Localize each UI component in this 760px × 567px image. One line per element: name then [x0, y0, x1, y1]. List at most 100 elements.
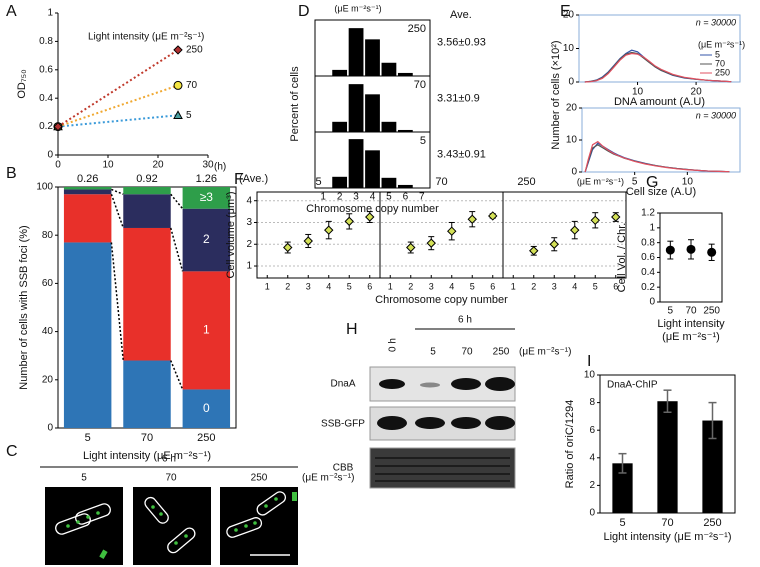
- x-tick-label: 70: [661, 517, 673, 529]
- facet-label: 5: [315, 176, 321, 188]
- y-tick-label: 0.8: [641, 237, 655, 248]
- panel-letter: C: [6, 443, 18, 460]
- y-tick-label: 8: [589, 397, 595, 408]
- y-tick-label: 0.4: [39, 93, 53, 104]
- x-tick-label: 2: [408, 281, 413, 291]
- y-axis-label: OD₇₅₀: [16, 69, 28, 98]
- marker: [303, 236, 313, 246]
- annotation: 3.31±0.9: [437, 92, 480, 104]
- y-tick-label: 1.2: [641, 208, 655, 219]
- marker: [611, 212, 621, 222]
- connector: [110, 242, 125, 361]
- facet-label: 250: [517, 176, 535, 188]
- legend-title: (μE m⁻²s⁻¹): [698, 39, 745, 49]
- segment-label: 0: [203, 401, 210, 415]
- y-tick-label: 0.6: [39, 64, 53, 75]
- connector: [111, 188, 124, 195]
- bar: [397, 129, 413, 132]
- x-axis-unit: (μE m⁻²s⁻¹): [662, 331, 720, 343]
- y-axis-label: Cell volume (μm³): [225, 191, 237, 278]
- condition-label: 250: [251, 473, 268, 484]
- x-axis-label: Light intensity: [657, 318, 725, 330]
- bar: [332, 176, 348, 188]
- marker: [406, 242, 416, 253]
- x-tick-label: 10: [102, 160, 114, 171]
- time-label: 0 h: [388, 338, 399, 352]
- blot-panel: 0 h 6 h 5 70 250 (μE m⁻²s⁻¹) DnaA SSB-GF…: [321, 315, 571, 489]
- x-tick-label: 5: [668, 306, 674, 317]
- legend-label: 250: [715, 67, 730, 77]
- x-axis-label: DNA amount (A.U): [614, 96, 705, 108]
- time-label: 6 h: [162, 454, 176, 465]
- panel-letter: B: [6, 165, 17, 182]
- y-tick-label: 60: [42, 278, 54, 289]
- bar-segment: [123, 187, 171, 195]
- marker: [173, 45, 183, 55]
- microscopy-panel: 6 h 5 70 250 (μE m⁻²s⁻¹): [40, 454, 354, 565]
- bar: [365, 39, 380, 76]
- blot-strip: [369, 447, 516, 489]
- bar: [332, 121, 348, 132]
- y-axis-label: Number of cells with SSB foci (%): [18, 225, 30, 389]
- facet-label: 70: [435, 176, 447, 188]
- x-tick-label: 4: [370, 192, 376, 203]
- average-label: 0.92: [136, 173, 157, 185]
- averages-label: (Ave.): [239, 173, 268, 185]
- y-tick-label: 10: [563, 43, 575, 54]
- y-tick-label: 1: [246, 261, 252, 272]
- marker: [173, 110, 183, 119]
- annotation-header: Ave.: [450, 9, 472, 21]
- x-tick-label: 5: [85, 432, 91, 444]
- condition-label: 70: [165, 473, 177, 484]
- y-tick-label: 40: [42, 326, 54, 337]
- x-tick-label: 6: [613, 281, 618, 291]
- y-tick-label: 100: [36, 182, 53, 193]
- y-tick-label: 0: [571, 167, 577, 178]
- plot-frame: [502, 191, 627, 279]
- point: [665, 245, 675, 255]
- y-tick-label: 0: [47, 150, 53, 161]
- y-tick-label: 0: [649, 297, 655, 308]
- x-tick-label: 3: [306, 281, 311, 291]
- series-label: 250: [186, 45, 203, 56]
- x-tick-label: 1: [388, 281, 393, 291]
- x-tick-label: 5: [470, 281, 475, 291]
- legend-title: Light intensity (μE m⁻²s⁻¹): [88, 32, 204, 43]
- bar: [657, 401, 678, 513]
- bar-segment: [182, 187, 231, 209]
- bar-segment: [182, 208, 231, 272]
- x-axis-label: Chromosome copy number: [306, 203, 439, 215]
- marker: [549, 239, 559, 249]
- y-tick-label: 1: [649, 222, 655, 233]
- x-tick-label: 30: [202, 160, 214, 171]
- x-tick-label: 250: [703, 306, 720, 317]
- y-tick-label: 2: [589, 480, 595, 491]
- bar-segment: [123, 227, 171, 361]
- bar-segment: [123, 360, 171, 428]
- y-tick-label: 10: [566, 135, 578, 146]
- y-axis-label: Number of cells (×10²): [550, 40, 562, 149]
- bar: [365, 94, 380, 132]
- y-tick-label: 0: [47, 423, 53, 434]
- series-line: [584, 142, 730, 173]
- unit-label: (μE m⁻²s⁻¹): [334, 3, 381, 13]
- x-tick-label: 2: [285, 281, 290, 291]
- y-axis-label: Percent of cells: [289, 66, 301, 142]
- y-tick-label: 3: [246, 217, 252, 228]
- marker: [173, 80, 183, 90]
- bar: [348, 139, 364, 188]
- marker: [488, 211, 498, 221]
- x-tick-label: 20: [152, 160, 164, 171]
- y-tick-label: 80: [42, 230, 54, 241]
- condition-label: 5: [81, 473, 87, 484]
- x-tick-label: 5: [593, 281, 598, 291]
- segment-label: 2: [203, 232, 210, 246]
- point: [686, 244, 696, 254]
- unit-label: (μE m⁻²s⁻¹): [302, 473, 354, 484]
- y-tick-label: 20: [42, 374, 54, 385]
- y-axis-label: Cell Vol. / Chr.: [616, 223, 628, 293]
- cbb-bands: [375, 457, 510, 482]
- connector: [170, 360, 184, 390]
- series-label: 5: [186, 110, 192, 121]
